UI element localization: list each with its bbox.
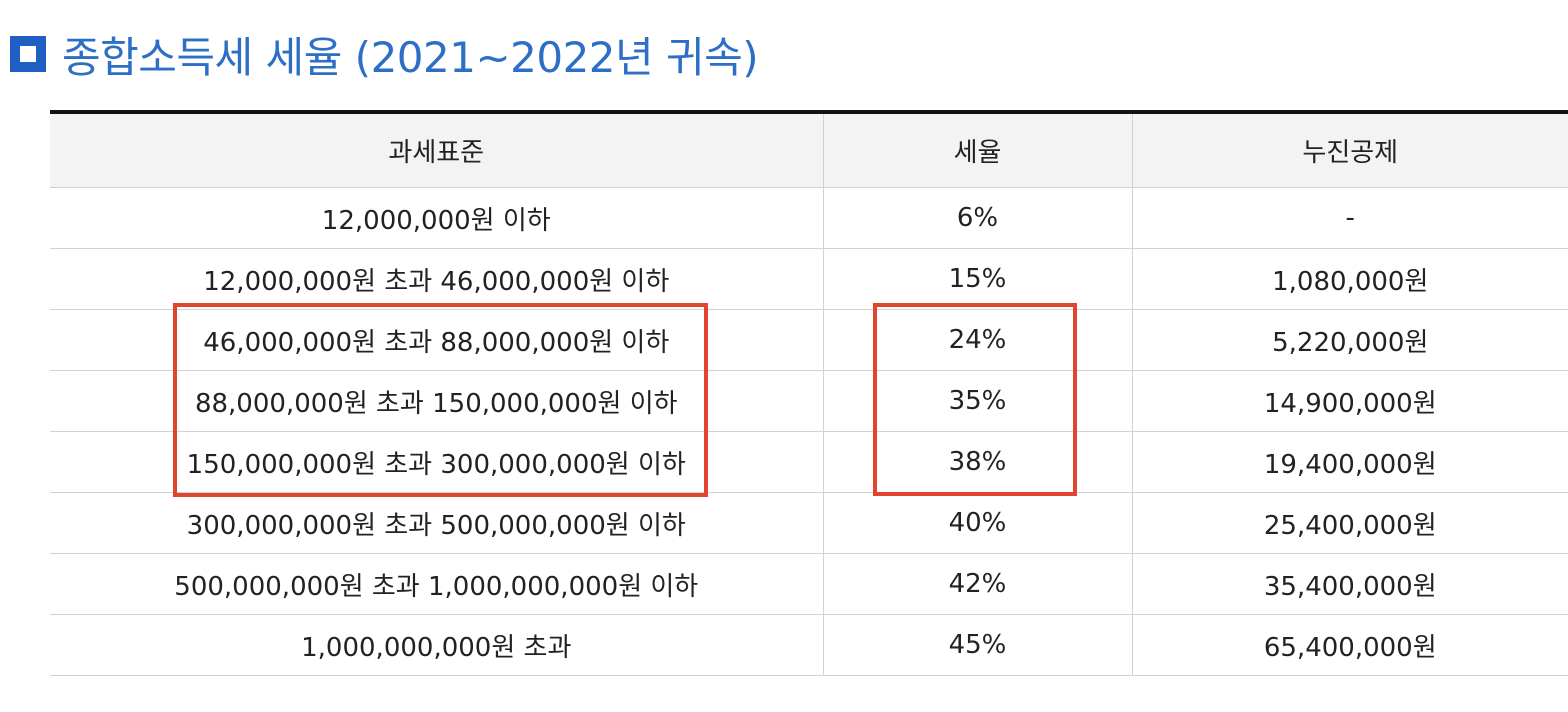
tax-rate-cell: 35% bbox=[822, 370, 1132, 432]
table-row: 12,000,000원 이하 6% - bbox=[50, 187, 1568, 249]
tax-base-cell: 300,000,000원 초과 500,000,000원 이하 bbox=[50, 492, 823, 554]
tax-rate-cell: 42% bbox=[822, 553, 1132, 615]
deduction-cell: 19,400,000원 bbox=[1131, 431, 1568, 493]
tax-base-cell: 46,000,000원 초과 88,000,000원 이하 bbox=[50, 309, 823, 371]
tax-rate-cell: 38% bbox=[822, 431, 1132, 493]
deduction-cell: 65,400,000원 bbox=[1131, 614, 1568, 676]
section-heading: 종합소득세 세율 (2021~2022년 귀속) bbox=[10, 22, 759, 86]
deduction-cell: 14,900,000원 bbox=[1131, 370, 1568, 432]
deduction-cell: 35,400,000원 bbox=[1131, 553, 1568, 615]
deduction-cell: 1,080,000원 bbox=[1131, 248, 1568, 310]
tax-rate-cell: 6% bbox=[822, 187, 1132, 249]
header-tax-base: 과세표준 bbox=[50, 112, 823, 188]
table-row: 500,000,000원 초과 1,000,000,000원 이하 42% 35… bbox=[50, 553, 1568, 615]
table-row: 12,000,000원 초과 46,000,000원 이하 15% 1,080,… bbox=[50, 248, 1568, 310]
tax-base-cell: 88,000,000원 초과 150,000,000원 이하 bbox=[50, 370, 823, 432]
page-title: 종합소득세 세율 (2021~2022년 귀속) bbox=[62, 32, 759, 82]
tax-base-cell: 12,000,000원 이하 bbox=[50, 187, 823, 249]
table-row: 46,000,000원 초과 88,000,000원 이하 24% 5,220,… bbox=[50, 309, 1568, 371]
square-bullet-icon bbox=[10, 36, 46, 72]
header-progressive-deduction: 누진공제 bbox=[1131, 112, 1568, 188]
tax-rate-table: 과세표준 세율 누진공제 12,000,000원 이하 6% - 12,000,… bbox=[50, 110, 1568, 676]
tax-rate-cell: 15% bbox=[822, 248, 1132, 310]
tax-rate-cell: 45% bbox=[822, 614, 1132, 676]
tax-rate-cell: 24% bbox=[822, 309, 1132, 371]
tax-base-cell: 1,000,000,000원 초과 bbox=[50, 614, 823, 676]
tax-base-cell: 500,000,000원 초과 1,000,000,000원 이하 bbox=[50, 553, 823, 615]
table-row: 1,000,000,000원 초과 45% 65,400,000원 bbox=[50, 614, 1568, 676]
deduction-cell: 5,220,000원 bbox=[1131, 309, 1568, 371]
header-tax-rate: 세율 bbox=[822, 112, 1132, 188]
table-header-row: 과세표준 세율 누진공제 bbox=[50, 112, 1568, 188]
table-row: 88,000,000원 초과 150,000,000원 이하 35% 14,90… bbox=[50, 370, 1568, 432]
deduction-cell: - bbox=[1131, 187, 1568, 249]
table-row: 300,000,000원 초과 500,000,000원 이하 40% 25,4… bbox=[50, 492, 1568, 554]
tax-base-cell: 150,000,000원 초과 300,000,000원 이하 bbox=[50, 431, 823, 493]
table-row: 150,000,000원 초과 300,000,000원 이하 38% 19,4… bbox=[50, 431, 1568, 493]
tax-base-cell: 12,000,000원 초과 46,000,000원 이하 bbox=[50, 248, 823, 310]
deduction-cell: 25,400,000원 bbox=[1131, 492, 1568, 554]
tax-rate-cell: 40% bbox=[822, 492, 1132, 554]
